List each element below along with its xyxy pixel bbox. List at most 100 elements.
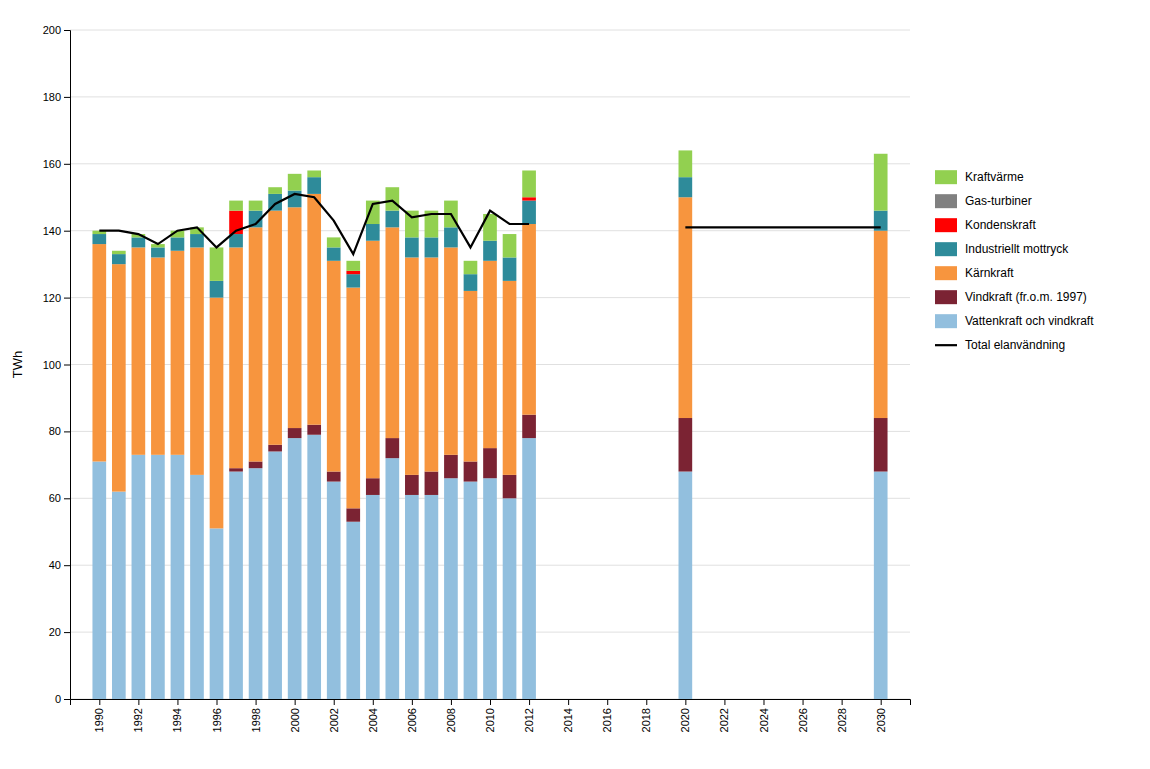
y-tick: 120 bbox=[43, 292, 70, 304]
bar bbox=[210, 247, 224, 280]
bar bbox=[874, 472, 888, 699]
y-tick-mark bbox=[64, 565, 70, 566]
bar bbox=[503, 257, 517, 280]
bar bbox=[190, 247, 204, 474]
grid-line bbox=[70, 96, 910, 97]
y-tick-label: 200 bbox=[43, 24, 61, 36]
bar-series bbox=[229, 197, 536, 274]
x-tick-mark bbox=[646, 699, 647, 705]
x-tick-mark bbox=[334, 699, 335, 705]
x-tick: 2014 bbox=[562, 699, 574, 732]
bar bbox=[483, 261, 497, 448]
x-tick: 2008 bbox=[445, 699, 457, 732]
x-tick-label: 1996 bbox=[211, 708, 223, 732]
x-tick-mark bbox=[373, 699, 374, 705]
bar bbox=[425, 472, 439, 495]
x-axis: 1990199219941996199820002002200420062008… bbox=[71, 699, 911, 732]
x-tick-label: 2026 bbox=[797, 708, 809, 732]
bar bbox=[327, 247, 341, 260]
x-tick: 1992 bbox=[132, 699, 144, 732]
bar bbox=[346, 508, 360, 521]
y-tick-mark bbox=[64, 699, 70, 700]
bar bbox=[112, 254, 126, 264]
bar bbox=[522, 170, 536, 197]
bar bbox=[229, 201, 243, 211]
legend-item: Vindkraft (fr.o.m. 1997) bbox=[935, 290, 1087, 304]
x-tick: 1994 bbox=[171, 699, 183, 732]
legend-item: Kondenskraft bbox=[935, 218, 1036, 232]
bar bbox=[346, 271, 360, 274]
chart: 1990199219941996199820002002200420062008… bbox=[0, 0, 1150, 769]
y-tick-label: 20 bbox=[49, 626, 61, 638]
bar bbox=[288, 428, 302, 438]
bar bbox=[92, 462, 106, 699]
bar bbox=[288, 174, 302, 191]
y-tick-mark bbox=[64, 164, 70, 165]
legend-swatch bbox=[935, 218, 957, 232]
legend-label: Kärnkraft bbox=[965, 266, 1014, 280]
x-tick-mark bbox=[412, 699, 413, 705]
bar bbox=[483, 478, 497, 699]
x-tick-label: 1994 bbox=[171, 708, 183, 732]
x-tick-label: 2024 bbox=[758, 708, 770, 732]
bar bbox=[307, 194, 321, 425]
x-tick-mark bbox=[177, 699, 178, 705]
bar bbox=[229, 472, 243, 699]
bar bbox=[503, 475, 517, 498]
legend-item: Kraftvärme bbox=[935, 170, 1024, 184]
bar bbox=[171, 251, 185, 455]
bar bbox=[483, 241, 497, 261]
bar bbox=[366, 478, 380, 495]
grid bbox=[70, 30, 910, 699]
x-tick-mark bbox=[724, 699, 725, 705]
x-tick-label: 2012 bbox=[523, 708, 535, 732]
bar bbox=[385, 458, 399, 699]
bar bbox=[210, 298, 224, 529]
y-axis-title: TWh bbox=[10, 351, 25, 378]
y-tick-mark bbox=[64, 365, 70, 366]
bar bbox=[288, 207, 302, 428]
bar bbox=[679, 472, 693, 699]
x-tick: 1996 bbox=[211, 699, 223, 732]
legend-item: Kärnkraft bbox=[935, 266, 1014, 280]
bar bbox=[268, 451, 282, 699]
bar bbox=[249, 201, 263, 211]
legend-swatch bbox=[935, 194, 957, 208]
y-axis-line bbox=[64, 31, 71, 700]
x-tick: 2002 bbox=[328, 699, 340, 732]
legend-swatch bbox=[935, 242, 957, 256]
legend-swatch bbox=[935, 170, 957, 184]
bar bbox=[679, 197, 693, 418]
bar bbox=[307, 177, 321, 194]
legend-label: Total elanvändning bbox=[965, 338, 1065, 352]
y-tick-mark bbox=[64, 632, 70, 633]
y-tick: 40 bbox=[49, 559, 70, 571]
legend-swatch bbox=[935, 344, 957, 346]
bar bbox=[327, 261, 341, 472]
x-tick-label: 2000 bbox=[289, 708, 301, 732]
y-tick-label: 140 bbox=[43, 225, 61, 237]
bar bbox=[874, 154, 888, 211]
x-tick: 2020 bbox=[679, 699, 691, 732]
bar bbox=[327, 482, 341, 699]
legend-label: Kondenskraft bbox=[965, 218, 1036, 232]
x-tick-mark bbox=[451, 699, 452, 705]
x-tick: 2016 bbox=[601, 699, 613, 732]
y-tick-label: 60 bbox=[49, 492, 61, 504]
y-tick-label: 120 bbox=[43, 292, 61, 304]
bar bbox=[405, 257, 419, 474]
legend-label: Gas-turbiner bbox=[965, 194, 1032, 208]
grid-line bbox=[70, 163, 910, 164]
bar bbox=[405, 475, 419, 495]
x-tick: 2018 bbox=[640, 699, 652, 732]
x-tick-label: 2028 bbox=[836, 708, 848, 732]
bar bbox=[366, 224, 380, 241]
bar bbox=[307, 435, 321, 699]
x-tick-label: 2014 bbox=[562, 708, 574, 732]
x-tick-mark bbox=[763, 699, 764, 705]
legend-item: Industriellt mottryck bbox=[935, 242, 1069, 256]
bar bbox=[132, 237, 146, 247]
bar bbox=[522, 415, 536, 438]
x-tick: 2000 bbox=[289, 699, 301, 732]
bar bbox=[112, 264, 126, 491]
